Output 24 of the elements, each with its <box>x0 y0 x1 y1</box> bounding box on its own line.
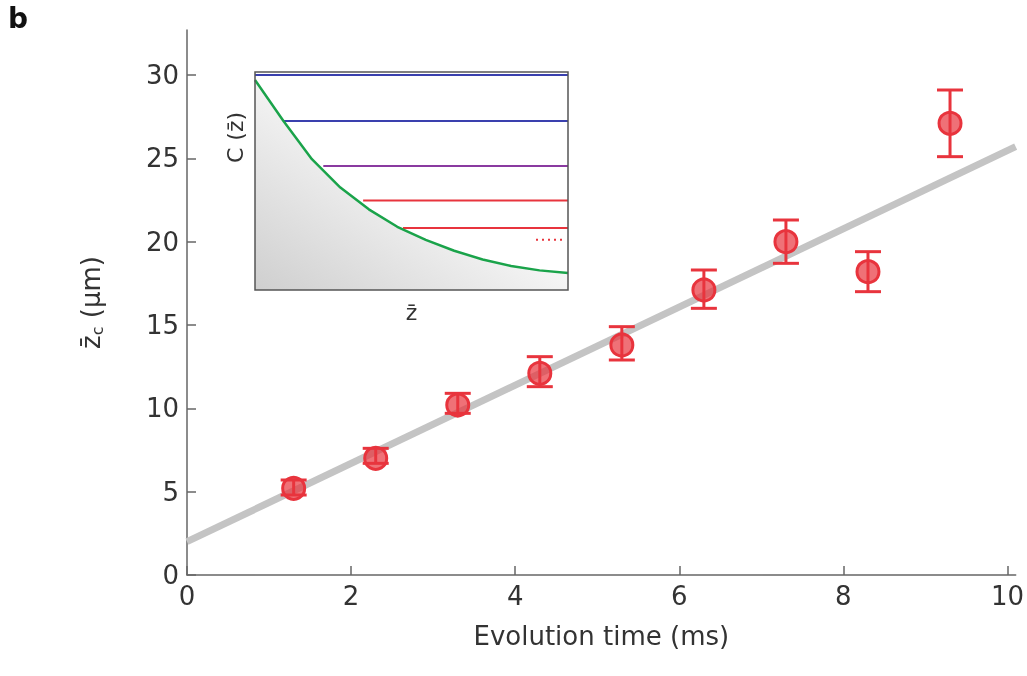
y-tick-label: 5 <box>162 476 179 507</box>
point <box>773 229 799 255</box>
point <box>691 277 717 303</box>
point <box>609 332 635 358</box>
x-tick-label: 6 <box>671 581 688 611</box>
x-tick-label: 4 <box>506 581 524 611</box>
point <box>363 445 389 471</box>
text: C (z̄) <box>222 111 248 164</box>
x-tick-label: 2 <box>342 581 360 611</box>
y-axis-title: z̄c (μm) <box>76 256 107 349</box>
x-tick-label: 8 <box>835 581 852 611</box>
y-tick-label: 30 <box>145 60 179 90</box>
x-tick-label: 10 <box>990 581 1024 611</box>
y-tick-label: 25 <box>145 143 179 174</box>
y-tick-label: 15 <box>145 310 179 340</box>
text: b <box>8 1 29 35</box>
text: z̄ <box>405 300 418 325</box>
x-axis-title: Evolution time (ms) <box>473 621 730 651</box>
y-tick-label: 10 <box>145 393 179 424</box>
point <box>855 259 881 285</box>
y-tick-label: 0 <box>162 560 179 590</box>
point <box>937 110 963 136</box>
point <box>527 360 553 386</box>
y-tick-label: 20 <box>145 226 179 257</box>
